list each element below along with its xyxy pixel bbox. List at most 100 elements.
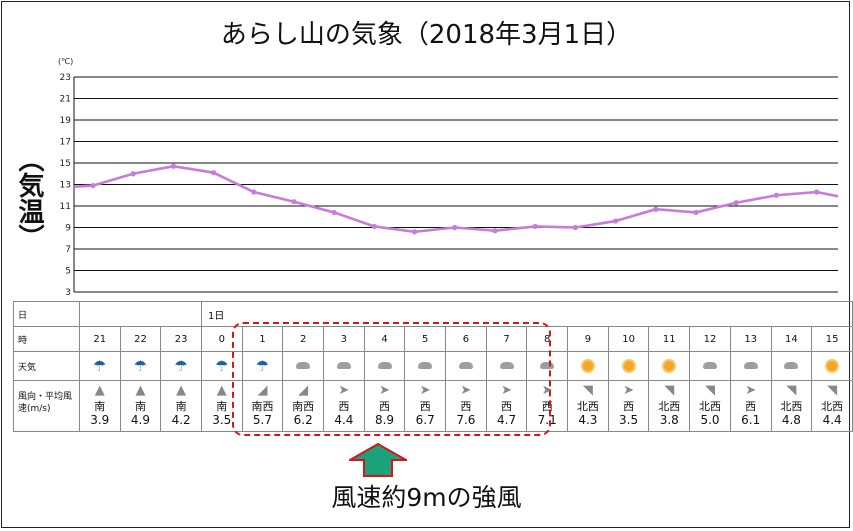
hour-cell: 15: [811, 326, 853, 352]
umbrella-icon: ☂: [215, 357, 229, 375]
wind-cell: ➤ 西 4.7: [485, 380, 528, 432]
y-tick-label: 9: [65, 224, 71, 234]
wind-arrow-icon: ➤: [379, 383, 390, 398]
y-tick-label: 7: [65, 245, 71, 255]
chart-title: あらし山の気象（2018年3月1日）: [220, 20, 633, 50]
cloud-icon: [743, 362, 758, 369]
wind-direction: 南西: [251, 400, 274, 413]
wind-arrow-icon: ◥: [704, 383, 715, 398]
day-row: 日 1日: [13, 301, 853, 327]
hour-cell: 12: [689, 326, 731, 352]
wind-cell: ➤ 西 3.5: [607, 380, 650, 432]
temperature-point: [653, 206, 659, 212]
y-tick-label: 23: [60, 73, 71, 83]
temperature-points: [90, 163, 820, 235]
sun-icon: [582, 360, 593, 371]
y-tick-label: 17: [60, 138, 71, 148]
wind-cell: ◢ 南西 5.7: [241, 380, 284, 432]
wind-arrow-icon: ▲: [94, 383, 105, 398]
wind-direction: 北西: [821, 400, 844, 413]
cloud-icon: [784, 362, 799, 369]
wind-arrow-icon: ➤: [419, 383, 431, 398]
wind-speed: 4.8: [781, 413, 801, 427]
y-tick-label: 19: [60, 116, 72, 126]
temperature-point: [412, 229, 418, 235]
temperature-point: [130, 171, 136, 177]
hour-cell: 2: [282, 326, 325, 352]
weather-cell: ☂: [241, 351, 284, 381]
temperature-point: [773, 192, 780, 198]
row-label-weather: 天気: [13, 351, 80, 381]
hour-cell: 14: [770, 326, 813, 352]
temperature-point: [572, 224, 579, 231]
cloud-icon: [418, 362, 433, 369]
y-tick-label: 15: [60, 159, 71, 169]
wind-speed: 4.9: [130, 413, 150, 427]
y-tick-label: 13: [60, 181, 71, 191]
weather-table: 日 1日 時 21 22 23 0 1 2 3 4 5 6 7 8 9 10 11 12 13 14 15 天気 ☂…: [13, 301, 853, 432]
temperature-point: [492, 228, 498, 234]
hour-cell: 23: [160, 326, 202, 352]
wind-speed: 5.0: [700, 413, 720, 427]
wind-speed: 4.4: [822, 413, 842, 427]
temperature-line: [73, 164, 839, 234]
weather-cell: [811, 351, 853, 381]
wind-direction: 西: [460, 400, 472, 413]
wind-cell: ▲ 南 4.2: [160, 380, 202, 432]
wind-speed: 6.1: [741, 413, 761, 427]
row-label-hour: 時: [13, 326, 80, 352]
hour-cell: 10: [607, 326, 650, 352]
wind-arrow-icon: ◢: [298, 383, 309, 398]
temperature-point: [291, 199, 297, 205]
wind-speed: 4.2: [171, 413, 191, 427]
temperature-point: [452, 224, 458, 231]
y-tick-label: 3: [65, 288, 71, 298]
wind-cell: ➤ 西 6.7: [404, 380, 447, 432]
y-tick-label: 5: [65, 267, 71, 277]
wind-cell: ▲ 南 4.9: [119, 380, 162, 432]
wind-direction: 西: [745, 400, 757, 413]
wind-arrow-icon: ◥: [827, 383, 838, 398]
cloud-icon: [458, 362, 473, 369]
y-tick-labels: 3 5 7 9 11 13 15 17 19 21 23: [60, 73, 72, 298]
temperature-point: [170, 163, 176, 169]
wind-direction: 西: [623, 400, 635, 413]
wind-direction: 西: [541, 400, 553, 413]
wind-cell: ◥ 北西 5.0: [689, 380, 731, 432]
umbrella-icon: ☂: [93, 357, 107, 375]
up-arrow-icon: [349, 443, 407, 477]
weather-cell: [323, 351, 365, 381]
cloud-icon: [499, 362, 514, 369]
temperature-point: [733, 200, 739, 206]
temperature-point: [532, 223, 538, 230]
umbrella-icon: ☂: [174, 357, 188, 375]
wind-speed: 5.7: [252, 413, 273, 427]
wind-cell: ➤ 西 4.4: [323, 380, 365, 432]
wind-arrow-icon: ▲: [135, 383, 146, 398]
wind-speed: 7.6: [456, 413, 476, 427]
wind-direction: 北西: [658, 400, 681, 413]
hour-cell: 21: [78, 326, 121, 352]
wind-cell: ➤ 西 6.1: [729, 380, 772, 432]
wind-speed: 6.7: [415, 413, 435, 427]
wind-arrow-icon: ◥: [786, 383, 797, 398]
hour-cell: 6: [445, 326, 487, 352]
weather-row: 天気 ☂ ☂ ☂ ☂ ☂: [13, 351, 853, 381]
wind-direction: 西: [379, 400, 391, 413]
wind-cell: ◥ 北西 4.8: [770, 380, 813, 432]
wind-direction: 南: [216, 400, 228, 413]
hour-cell: 5: [404, 326, 447, 352]
wind-arrow-icon: ➤: [338, 383, 350, 398]
hour-cell: 7: [485, 326, 528, 352]
temperature-point: [613, 218, 619, 224]
wind-arrow-icon: ➤: [745, 383, 757, 398]
wind-arrow-icon: ➤: [623, 383, 635, 398]
weather-cell: [607, 351, 650, 381]
highlight-box: [232, 322, 551, 436]
wind-cell: ➤ 西 7.1: [526, 380, 569, 432]
wind-cell: ◥ 北西 4.4: [811, 380, 853, 432]
wind-label-text: 風向・平均風速(m/s): [18, 392, 73, 414]
weather-cell: [648, 351, 691, 381]
wind-arrow-icon: ◥: [582, 383, 593, 398]
